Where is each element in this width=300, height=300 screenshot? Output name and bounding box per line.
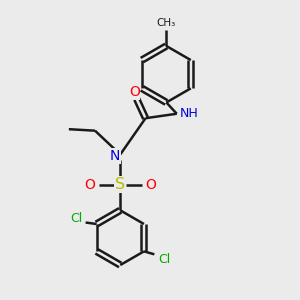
Text: Cl: Cl bbox=[158, 253, 170, 266]
Text: O: O bbox=[129, 85, 140, 99]
Text: N: N bbox=[110, 149, 120, 163]
Text: CH₃: CH₃ bbox=[157, 18, 176, 28]
Text: NH: NH bbox=[180, 107, 199, 120]
Text: O: O bbox=[145, 178, 156, 192]
Text: Cl: Cl bbox=[70, 212, 83, 225]
Text: S: S bbox=[115, 177, 125, 192]
Text: O: O bbox=[85, 178, 95, 192]
